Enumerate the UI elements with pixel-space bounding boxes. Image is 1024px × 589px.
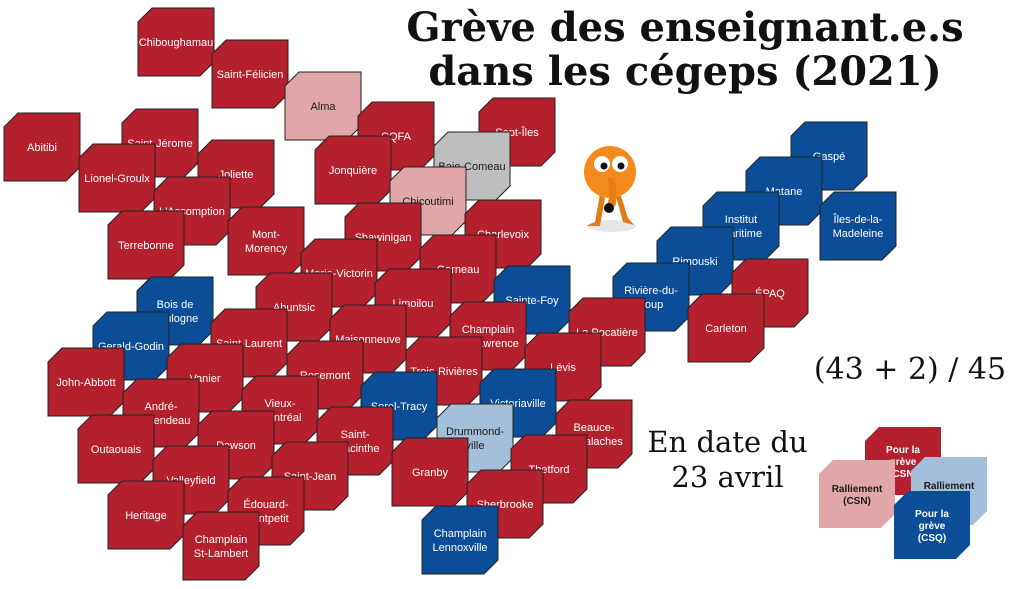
date-note: En date du 23 avril (635, 425, 820, 495)
cegep-heritage: Heritage (107, 480, 185, 550)
cegep-hex (3, 112, 81, 182)
cegep-hex (819, 191, 897, 261)
cegep-carleton: Carleton (687, 293, 765, 363)
cegep-john-abbott: John-Abbott (47, 347, 125, 417)
cegep-lionel-groulx: Lionel-Groulx (78, 143, 156, 213)
legend-swatch (819, 460, 895, 528)
cegep-label: Champlain St-Lambert (194, 534, 248, 560)
orange-creature-icon (584, 146, 636, 232)
cegep-mont-morency: Mont-Morency (227, 206, 305, 276)
cegep-champlain-lennoxville: Champlain Lennoxville (421, 505, 499, 575)
cegep-saint-felicien: Saint-Félicien (211, 39, 289, 109)
cegep-hex (211, 39, 289, 109)
map-title-line-1: Grève des enseignant.e.s (406, 4, 964, 51)
cegep-chiboughamau: Chiboughamau (137, 7, 215, 77)
cegep-hex (137, 7, 215, 77)
cegep-label: Outaouais (91, 444, 142, 456)
cegep-jonquiere: Jonquière (314, 135, 392, 205)
map-title-line-2: dans les cégeps (2021) (428, 48, 942, 95)
cegep-label: Mont-Morency (245, 229, 288, 255)
cegep-champlain-st-lambert: Champlain St-Lambert (182, 511, 260, 581)
cegep-hex (107, 480, 185, 550)
cegep-label: Terrebonne (118, 240, 174, 252)
cegep-label: Chiboughamau (139, 37, 214, 49)
date-line-1: En date du (647, 425, 808, 459)
cegep-label: Abitibi (27, 142, 57, 154)
cegep-hex (227, 206, 305, 276)
legend: Pour la grève (CSN)Ralliement (CSN)Rallieme… (819, 427, 987, 559)
cegep-label: Champlain Lennoxville (432, 528, 487, 554)
cegep-label: Lévis (550, 362, 576, 374)
cegep-alma: Alma (284, 71, 362, 141)
legend-label: Ralliement (CSN) (832, 484, 883, 507)
date-line-2: 23 avril (671, 459, 784, 494)
cegep-label: Lionel-Groulx (84, 173, 150, 185)
cegep-label: Heritage (125, 510, 167, 522)
cegep-abitibi: Abitibi (3, 112, 81, 182)
cegep-label: Drummond-ville (446, 426, 504, 452)
cegep-hex (421, 505, 499, 575)
cegep-label: Saint-Félicien (217, 69, 284, 81)
cegep-label: Alma (310, 101, 336, 113)
cegep-label: Jonquière (329, 165, 377, 177)
cegep-label: Îles-de-la-Madeleine (833, 213, 884, 240)
cegep-label: Carleton (705, 323, 747, 335)
legend-label: Pour la grève (CSQ) (915, 509, 949, 544)
strike-count: (43 + 2) / 45 (813, 352, 1007, 387)
cegep-label: Granby (412, 467, 449, 479)
legend-label: Pour la grève (CSN) (886, 445, 920, 480)
cegep-iles-de-la-madeleine: Îles-de-la-Madeleine (819, 191, 897, 261)
cegep-hex (182, 511, 260, 581)
cegep-label: John-Abbott (56, 377, 115, 389)
cegep-outaouais: Outaouais (77, 414, 155, 484)
legend-swatch (894, 491, 970, 559)
cegep-granby: Granby (391, 437, 469, 507)
cegep-terrebonne: Terrebonne (107, 210, 185, 280)
cegep-hex (687, 293, 765, 363)
